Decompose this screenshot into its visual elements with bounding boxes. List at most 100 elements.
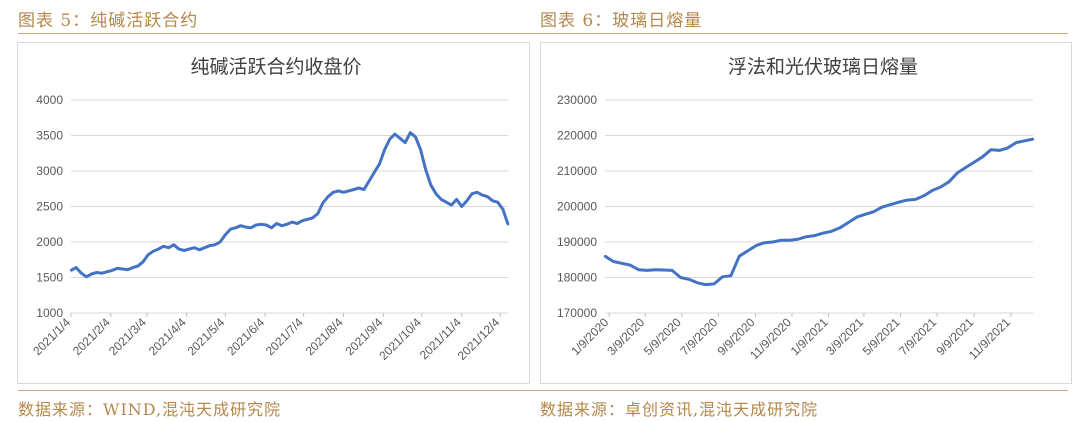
x-tick-label: 2021/6/4 — [224, 315, 267, 358]
data-point — [847, 221, 850, 224]
data-point — [404, 141, 407, 144]
data-point — [316, 212, 319, 215]
data-point — [645, 269, 649, 272]
data-point — [687, 278, 691, 281]
data-point — [696, 281, 699, 284]
data-point — [729, 274, 733, 277]
data-point — [662, 268, 665, 272]
data-point — [383, 148, 386, 151]
bottom-divider — [18, 390, 1068, 391]
y-tick-label: 4000 — [36, 93, 63, 107]
data-point — [208, 244, 211, 247]
y-tick-label: 190000 — [557, 235, 597, 249]
data-point — [74, 266, 78, 269]
data-point — [434, 192, 438, 195]
data-point — [290, 220, 294, 224]
data-point — [121, 267, 124, 271]
x-tick-label: 2021/7/4 — [263, 315, 306, 358]
data-point — [90, 272, 93, 276]
data-point — [486, 195, 489, 198]
data-point — [788, 239, 791, 242]
data-point — [136, 264, 139, 268]
data-point — [105, 270, 109, 273]
x-tick-label: 3/9/2021 — [823, 315, 866, 358]
data-point — [455, 198, 458, 201]
data-point — [440, 198, 443, 201]
data-point — [445, 201, 448, 204]
data-point — [362, 188, 366, 191]
y-tick-label: 2500 — [36, 200, 63, 214]
data-point — [419, 148, 422, 151]
x-tick-label: 2021/3/4 — [106, 315, 149, 358]
data-point — [629, 263, 632, 267]
data-point — [357, 186, 361, 190]
y-tick-label: 1000 — [36, 306, 63, 320]
chart-title: 纯碱活跃合约收盘价 — [190, 56, 361, 78]
data-point — [100, 272, 104, 275]
data-point — [301, 219, 304, 222]
data-point — [822, 231, 825, 235]
data-point — [998, 149, 1001, 152]
data-point — [337, 189, 340, 193]
data-point — [704, 283, 707, 286]
data-point — [880, 206, 884, 209]
data-point — [296, 222, 299, 225]
data-point — [393, 132, 397, 136]
data-point — [409, 131, 412, 134]
data-point — [116, 267, 119, 270]
source-note-right: 数据来源：卓创资讯,混沌天成研究院 — [540, 400, 819, 419]
soda-ash-price-chart: 纯碱活跃合约收盘价 1000 1500 2000 2500 3000 3500 4000 202… — [30, 56, 510, 363]
x-tick-label: 7/9/2020 — [677, 315, 720, 358]
data-point — [939, 185, 942, 189]
data-point — [167, 246, 170, 249]
data-point — [905, 198, 909, 202]
data-point — [481, 193, 484, 197]
data-point — [218, 240, 222, 244]
data-point — [981, 155, 984, 158]
series-line — [604, 137, 1034, 287]
data-point — [85, 275, 88, 278]
y-tick-label: 180000 — [557, 271, 597, 285]
data-point — [973, 160, 976, 164]
data-point — [922, 194, 926, 197]
chart-title: 浮法和光伏玻璃日熔量 — [728, 56, 918, 78]
x-tick-label: 2021/8/4 — [303, 315, 346, 358]
data-point — [224, 233, 227, 237]
data-point — [378, 162, 381, 166]
glass-melt-chart-panel: 浮法和光伏玻璃日熔量 170000 180000 190000 200000 210000… — [540, 42, 1072, 384]
data-point — [914, 198, 917, 201]
x-tick-label: 1/9/2021 — [788, 315, 831, 358]
data-point — [947, 180, 951, 183]
data-point — [491, 199, 494, 202]
data-point — [506, 223, 510, 226]
data-point — [188, 247, 191, 251]
data-point — [270, 226, 273, 229]
data-point — [239, 224, 242, 227]
data-point — [213, 243, 217, 246]
data-point — [177, 247, 181, 251]
data-point — [796, 238, 800, 241]
data-point — [855, 215, 858, 219]
data-point — [95, 271, 98, 274]
source-note-left: 数据来源：WIND,混沌天成研究院 — [18, 400, 282, 419]
y-tick-label: 3500 — [36, 129, 63, 143]
data-point — [1023, 139, 1026, 142]
x-tick-label: 2021/10/4 — [376, 315, 424, 363]
data-point — [203, 246, 206, 249]
data-point — [172, 243, 175, 246]
data-point — [670, 269, 674, 272]
data-point — [780, 239, 783, 242]
data-point — [460, 205, 463, 208]
data-point — [603, 255, 607, 258]
y-tick-label: 210000 — [557, 164, 597, 178]
data-point — [182, 249, 186, 252]
data-point — [110, 269, 114, 272]
data-point — [306, 218, 309, 221]
data-point — [162, 245, 165, 248]
x-tick-label: 7/9/2021 — [896, 315, 939, 358]
data-point — [1006, 146, 1009, 150]
x-tick-label: 5/9/2021 — [860, 315, 903, 358]
data-point — [964, 166, 968, 169]
data-point — [654, 268, 657, 271]
data-point — [889, 203, 892, 206]
